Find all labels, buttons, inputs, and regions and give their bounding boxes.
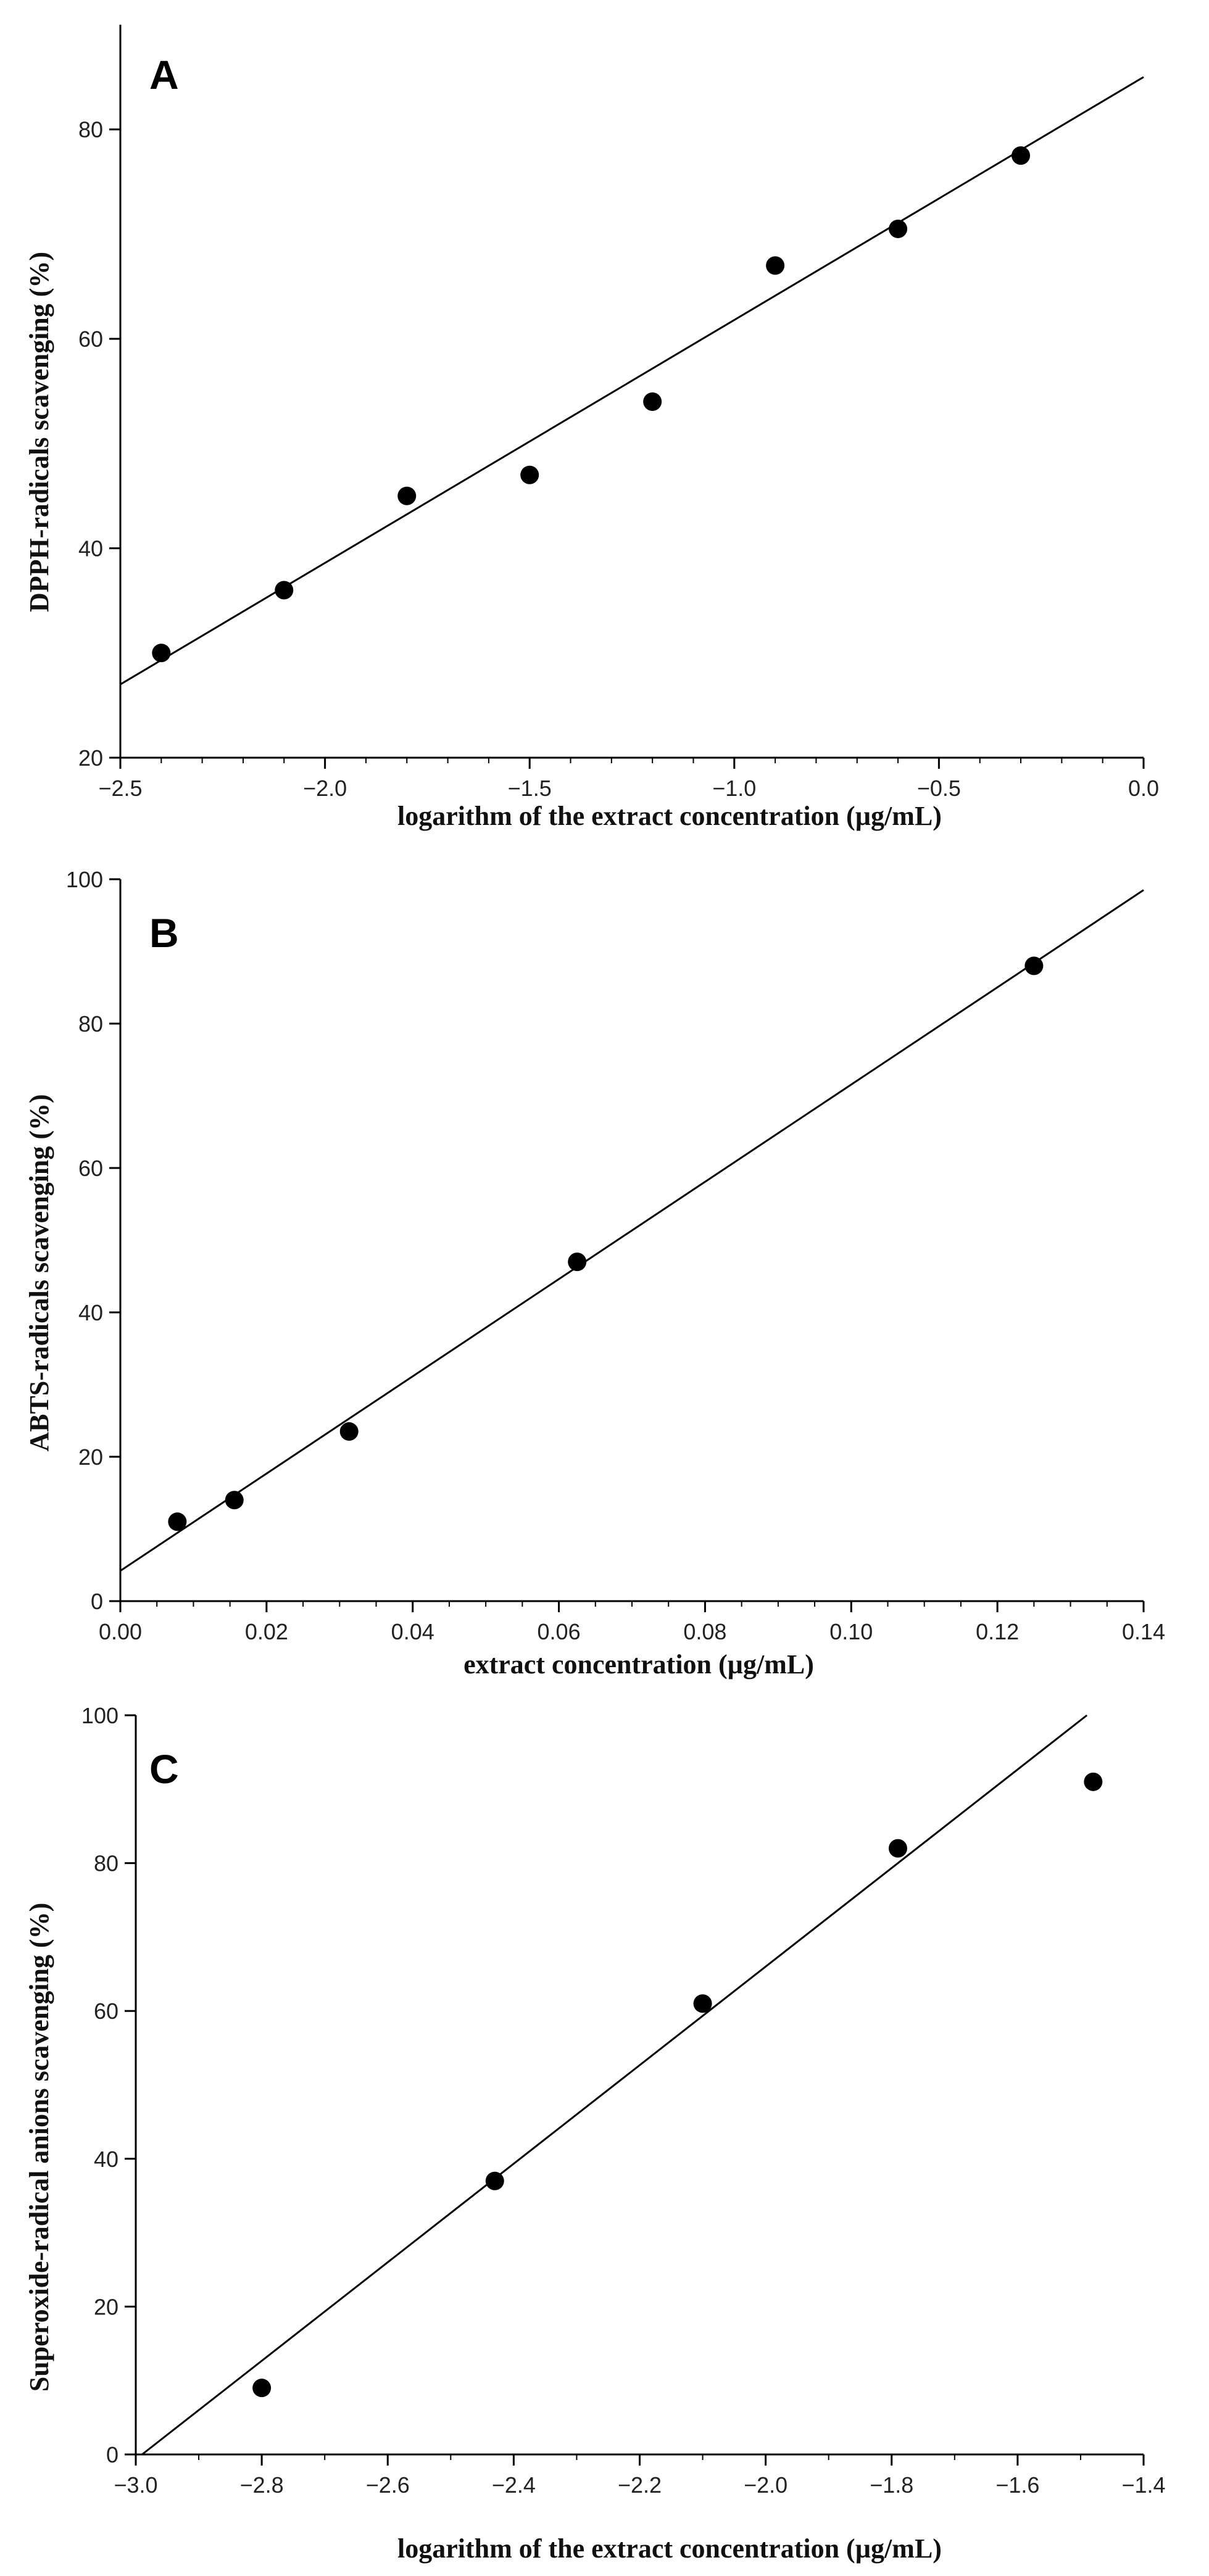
- chart-panel-a: A −2.5 −2.0 −1.5 −1.0 −0.5 0.0 20 40 60 80 logari…: [24, 25, 1159, 831]
- x-tick-label: −0.5: [917, 776, 961, 801]
- y-tick-label: 40: [78, 1300, 103, 1325]
- x-tick-label: 0.08: [683, 1619, 726, 1644]
- x-tick-label: −2.5: [98, 776, 142, 801]
- x-tick-label: 0.06: [538, 1619, 581, 1644]
- x-axis-title-c: logarithm of the extract concentration (…: [397, 2533, 942, 2564]
- data-point: [397, 486, 417, 505]
- x-tick-label: 0.00: [99, 1619, 142, 1644]
- x-tick-label: −1.0: [712, 776, 756, 801]
- y-tick-label: 40: [94, 2147, 118, 2172]
- x-tick-label: 0.0: [1128, 776, 1159, 801]
- data-point: [339, 1422, 359, 1441]
- x-tick-label: −2.8: [240, 2472, 284, 2498]
- data-point: [888, 1839, 907, 1858]
- x-tick-label: −2.0: [303, 776, 347, 801]
- x-tick-label: 0.02: [245, 1619, 288, 1644]
- trend-line: [141, 1714, 1088, 2456]
- x-tick-label: 0.12: [976, 1619, 1019, 1644]
- y-tick-label: 0: [106, 2442, 118, 2467]
- y-tick-label: 100: [81, 1703, 118, 1728]
- y-tick-label: 40: [78, 536, 103, 561]
- x-tick-label: −1.5: [508, 776, 552, 801]
- chart-panel-c: C −3.0 −2.8 −2.6 −2.4 −2.2 −2.0 −1.8 −1.6 −1.4 0 2…: [24, 1703, 1166, 2564]
- y-tick-label: 80: [78, 117, 103, 143]
- x-axis-title-a: logarithm of the extract concentration (…: [397, 801, 942, 831]
- x-tick-label: 0.10: [829, 1619, 873, 1644]
- y-tick-label: 60: [78, 326, 103, 352]
- y-tick-label: 20: [78, 1444, 103, 1470]
- data-point: [168, 1512, 187, 1531]
- y-tick-label: 60: [78, 1156, 103, 1181]
- data-point: [643, 392, 662, 411]
- x-tick-label: −2.0: [744, 2472, 787, 2498]
- data-point: [693, 1994, 712, 2013]
- x-axis-title-b: extract concentration (µg/mL): [463, 1649, 814, 1679]
- panel-label-a: A: [149, 52, 179, 97]
- y-axis-title-a: DPPH-radicals scavenging (%): [24, 252, 54, 612]
- data-point: [485, 2171, 504, 2190]
- trend-line: [120, 889, 1144, 1572]
- x-tick-label: 0.04: [391, 1619, 434, 1644]
- x-tick-label: −2.6: [366, 2472, 410, 2498]
- plot-area-b: 0.00 0.02 0.04 0.06 0.08 0.10 0.12 0.14 0 20 40 60 8…: [66, 867, 1165, 1644]
- x-tick-label: −1.4: [1121, 2472, 1165, 2498]
- y-tick-label: 80: [78, 1011, 103, 1037]
- panel-label-c: C: [149, 1746, 179, 1792]
- y-tick-label: 0: [91, 1589, 103, 1614]
- chart-panel-b: B 0.00 0.02 0.04 0.06 0.08 0.10 0.12 0.14 0 20 40 6…: [24, 867, 1165, 1679]
- data-point: [520, 465, 539, 484]
- data-point: [252, 2379, 272, 2398]
- y-tick-label: 100: [66, 867, 103, 892]
- data-point: [889, 219, 908, 238]
- x-tick-label: −1.6: [995, 2472, 1039, 2498]
- y-tick-label: 20: [78, 745, 103, 771]
- data-point: [1024, 956, 1044, 975]
- y-tick-label: 20: [94, 2294, 118, 2319]
- x-tick-label: −2.4: [492, 2472, 536, 2498]
- trend-line: [120, 76, 1144, 685]
- x-tick-label: −2.2: [618, 2472, 662, 2498]
- plot-area-c: −3.0 −2.8 −2.6 −2.4 −2.2 −2.0 −1.8 −1.6 −1.4 0 20 4…: [81, 1703, 1166, 2498]
- plot-area-a: −2.5 −2.0 −1.5 −1.0 −0.5 0.0 20 40 60 80: [78, 25, 1159, 801]
- x-tick-label: −3.0: [114, 2472, 157, 2498]
- panel-label-b: B: [149, 910, 179, 956]
- x-tick-label: 0.14: [1122, 1619, 1165, 1644]
- y-tick-label: 60: [94, 1998, 118, 2024]
- y-axis-title-b: ABTS-radicals scavenging (%): [24, 1094, 54, 1451]
- data-point: [275, 581, 294, 600]
- data-point: [225, 1491, 244, 1510]
- data-point: [1012, 146, 1031, 165]
- data-point: [766, 256, 785, 275]
- y-axis-title-c: Superoxide-radical anions scavenging (%): [24, 1903, 54, 2392]
- y-tick-label: 80: [94, 1851, 118, 1876]
- data-point: [152, 644, 171, 663]
- data-point: [568, 1253, 587, 1272]
- x-tick-label: −1.8: [870, 2472, 913, 2498]
- data-point: [1084, 1772, 1103, 1791]
